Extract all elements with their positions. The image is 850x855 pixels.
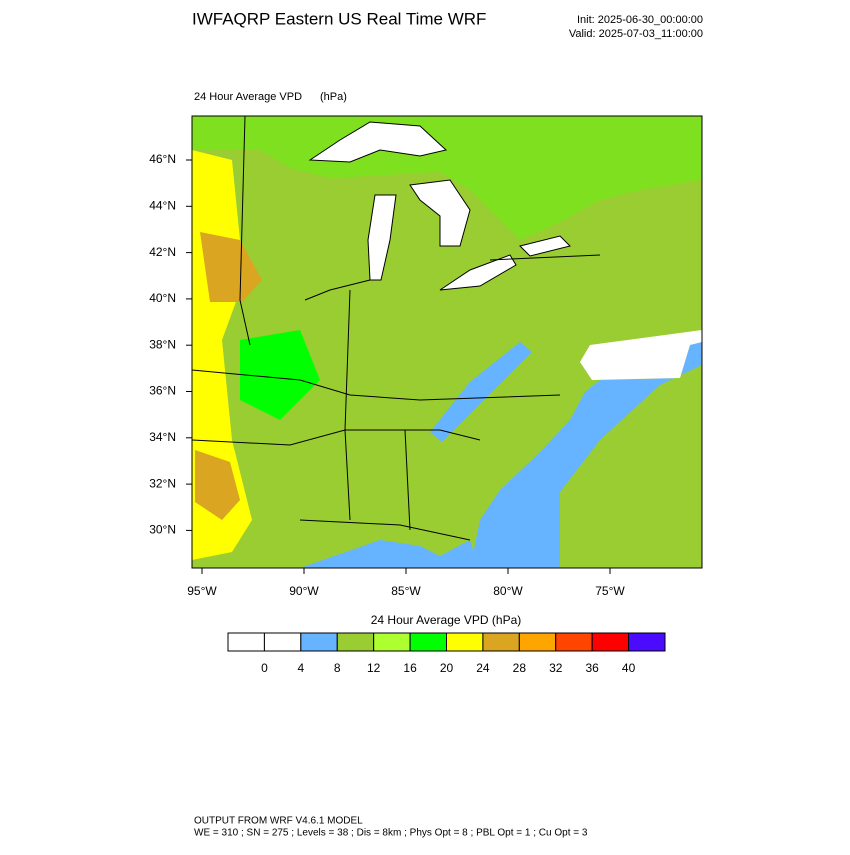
init-time: Init: 2025-06-30_00:00:00 bbox=[577, 14, 703, 26]
colorbar-tick-label: 32 bbox=[549, 661, 563, 675]
field-units: (hPa) bbox=[320, 91, 347, 103]
colorbar-box bbox=[482, 632, 520, 652]
colorbar-box bbox=[373, 632, 411, 652]
field-name: 24 Hour Average VPD bbox=[194, 91, 302, 103]
colorbar-box bbox=[518, 632, 557, 652]
lat-label: 34°N bbox=[149, 430, 176, 444]
colorbar-box bbox=[591, 632, 630, 652]
lon-label: 80°W bbox=[493, 584, 523, 598]
colorbar-box bbox=[555, 632, 593, 652]
colorbar-tick-label: 36 bbox=[585, 661, 599, 675]
colorbar-box bbox=[409, 632, 448, 652]
map bbox=[192, 116, 702, 568]
lat-label: 36°N bbox=[149, 384, 176, 398]
colorbar-tick-label: 8 bbox=[334, 661, 341, 675]
lat-label: 38°N bbox=[149, 337, 176, 351]
lat-label: 44°N bbox=[149, 198, 176, 212]
colorbar-tick-label: 24 bbox=[476, 661, 490, 675]
colorbar-box bbox=[336, 632, 375, 652]
lat-label: 42°N bbox=[149, 245, 176, 259]
colorbar-tick-label: 16 bbox=[403, 661, 417, 675]
colorbar-tick-label: 20 bbox=[440, 661, 454, 675]
colorbar-title: 24 Hour Average VPD (hPa) bbox=[371, 613, 522, 627]
lon-label: 90°W bbox=[289, 584, 319, 598]
lat-label: 40°N bbox=[149, 291, 176, 305]
colorbar-box bbox=[300, 632, 338, 652]
colorbar-tick-label: 28 bbox=[513, 661, 527, 675]
colorbar-box bbox=[263, 632, 302, 652]
lat-label: 30°N bbox=[149, 523, 176, 537]
lat-label: 46°N bbox=[149, 152, 176, 166]
colorbar-tick-label: 0 bbox=[261, 661, 268, 675]
title: IWFAQRP Eastern US Real Time WRF bbox=[192, 9, 486, 28]
colorbar-tick-label: 4 bbox=[297, 661, 304, 675]
footer-line: OUTPUT FROM WRF V4.6.1 MODEL bbox=[194, 816, 363, 827]
colorbar-box bbox=[227, 632, 265, 652]
lat-label: 32°N bbox=[149, 476, 176, 490]
lon-label: 85°W bbox=[391, 584, 421, 598]
colorbar-box bbox=[628, 632, 666, 652]
map-frame bbox=[191, 115, 703, 569]
colorbar-tick-label: 12 bbox=[367, 661, 381, 675]
lon-label: 95°W bbox=[187, 584, 217, 598]
colorbar-box bbox=[446, 632, 484, 652]
lon-label: 75°W bbox=[595, 584, 625, 598]
valid-time: Valid: 2025-07-03_11:00:00 bbox=[569, 28, 703, 40]
colorbar-tick-label: 40 bbox=[622, 661, 636, 675]
footer-line: WE = 310 ; SN = 275 ; Levels = 38 ; Dis … bbox=[194, 828, 588, 839]
